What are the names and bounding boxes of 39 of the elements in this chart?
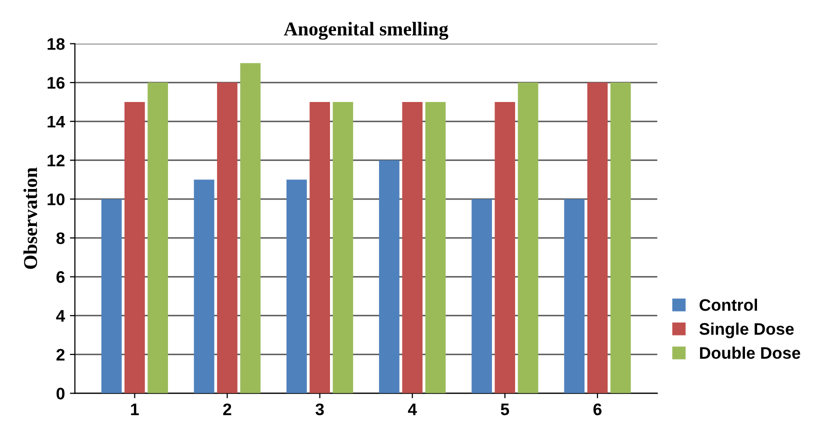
bar — [379, 160, 400, 394]
y-tick-label: 14 — [48, 116, 66, 128]
y-tick-label: 18 — [48, 38, 65, 50]
bar — [332, 102, 354, 394]
x-tick-label: 5 — [500, 404, 510, 416]
y-tick-label: 6 — [56, 271, 65, 283]
x-tick-label: 4 — [408, 404, 417, 416]
bar — [124, 102, 145, 394]
bar — [194, 180, 214, 394]
x-tick-label: 3 — [316, 403, 324, 416]
bar — [101, 199, 122, 394]
bar — [240, 63, 261, 394]
bar — [564, 199, 585, 394]
legend-label: Control — [700, 298, 758, 311]
y-tick-label: 4 — [56, 310, 66, 322]
bar — [472, 199, 492, 394]
bar — [518, 82, 538, 394]
legend-label: Single Dose — [699, 322, 794, 338]
bar — [610, 82, 631, 394]
bar — [286, 180, 307, 394]
y-tick-label: 0 — [56, 388, 64, 400]
bar — [425, 102, 446, 394]
x-tick-label: 2 — [223, 403, 232, 416]
y-tick-label: 16 — [48, 76, 65, 89]
y-tick-label: 8 — [56, 232, 65, 244]
bar — [587, 82, 608, 394]
y-tick-label: 2 — [56, 348, 64, 360]
y-tick-label: 12 — [48, 154, 64, 166]
bar — [310, 102, 330, 394]
x-tick-label: 1 — [131, 404, 139, 416]
bar — [217, 82, 238, 394]
y-axis-title: Observation — [23, 167, 38, 269]
bar — [494, 102, 516, 394]
bar — [402, 102, 423, 394]
y-tick-label: 10 — [48, 193, 64, 206]
x-tick-label: 6 — [593, 403, 602, 416]
chart-title: Anogenital smelling — [284, 22, 448, 40]
bar — [148, 82, 168, 394]
legend-label: Double Dose — [700, 346, 800, 359]
